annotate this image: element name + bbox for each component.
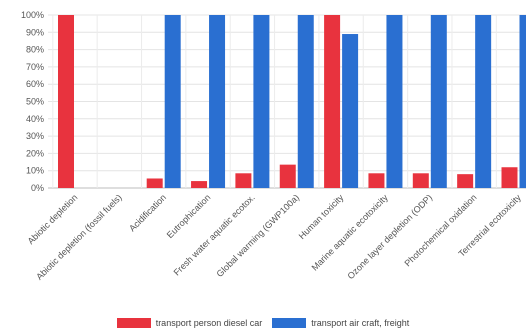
y-tick-label: 30%: [26, 131, 44, 141]
bar-series-2-5[interactable]: [297, 15, 314, 188]
x-category-label: Photochemical oxidation: [403, 192, 479, 268]
bar-series-2-3[interactable]: [209, 15, 226, 188]
y-tick-label: 10%: [26, 166, 44, 176]
bar-series-2-8[interactable]: [430, 15, 447, 188]
bar-series-2-10[interactable]: [519, 15, 526, 188]
y-tick-label: 40%: [26, 114, 44, 124]
y-tick-label: 70%: [26, 62, 44, 72]
legend-label-series-1: transport person diesel car: [155, 318, 263, 328]
y-tick-label: 90%: [26, 27, 44, 37]
bar-series-1-7[interactable]: [368, 173, 385, 188]
x-category-label: Fresh water aquatic ecotox.: [172, 192, 257, 277]
bar-series-2-7[interactable]: [386, 15, 403, 188]
y-axis-tick-labels: 0% 10% 20% 30% 40% 50% 60% 70% 80% 90% 100%: [21, 10, 44, 193]
y-tick-label: 80%: [26, 45, 44, 55]
x-category-label: Abiotic depletion (fossil fuels): [34, 192, 123, 281]
bar-series-1-10[interactable]: [501, 167, 518, 188]
legend-label-series-2: transport air craft, freight: [311, 318, 410, 328]
x-category-label: Marine aquatic ecotoxicity: [310, 192, 391, 273]
bar-series-1-6[interactable]: [324, 15, 341, 188]
legend-item-series-2[interactable]: transport air craft, freight: [272, 318, 409, 328]
y-tick-label: 0%: [31, 183, 44, 193]
bar-series-1-2[interactable]: [146, 178, 163, 188]
bar-series-1-9[interactable]: [457, 174, 474, 188]
bar-series-2-6[interactable]: [342, 34, 359, 188]
legend-swatch-series-2: [272, 318, 307, 328]
y-tick-label: 100%: [21, 10, 44, 20]
bar-series-1-5[interactable]: [279, 164, 296, 188]
y-tick-label: 50%: [26, 97, 44, 107]
bar-series-1-0[interactable]: [58, 15, 74, 188]
x-category-label: Human toxicity: [297, 192, 346, 241]
grid-lines: [48, 14, 526, 189]
legend: transport person diesel car transport ai…: [0, 316, 526, 330]
legend-swatch-series-1: [116, 318, 151, 328]
bars: [58, 15, 526, 188]
y-tick-label: 20%: [26, 148, 44, 158]
bar-series-2-4[interactable]: [253, 15, 270, 188]
x-category-label: Ozone layer depletion (ODP): [345, 192, 434, 281]
x-category-label: Global warming (GWP100a): [215, 192, 302, 279]
bar-series-1-4[interactable]: [235, 173, 252, 188]
x-category-label: Acidification: [127, 192, 168, 233]
bar-series-1-8[interactable]: [412, 173, 429, 188]
legend-item-series-1[interactable]: transport person diesel car: [116, 318, 263, 328]
bar-series-1-3[interactable]: [191, 181, 208, 188]
y-tick-label: 60%: [26, 79, 44, 89]
x-category-label: Eutrophication: [165, 192, 213, 240]
bar-series-2-2[interactable]: [164, 15, 181, 188]
bar-series-2-9[interactable]: [475, 15, 492, 188]
